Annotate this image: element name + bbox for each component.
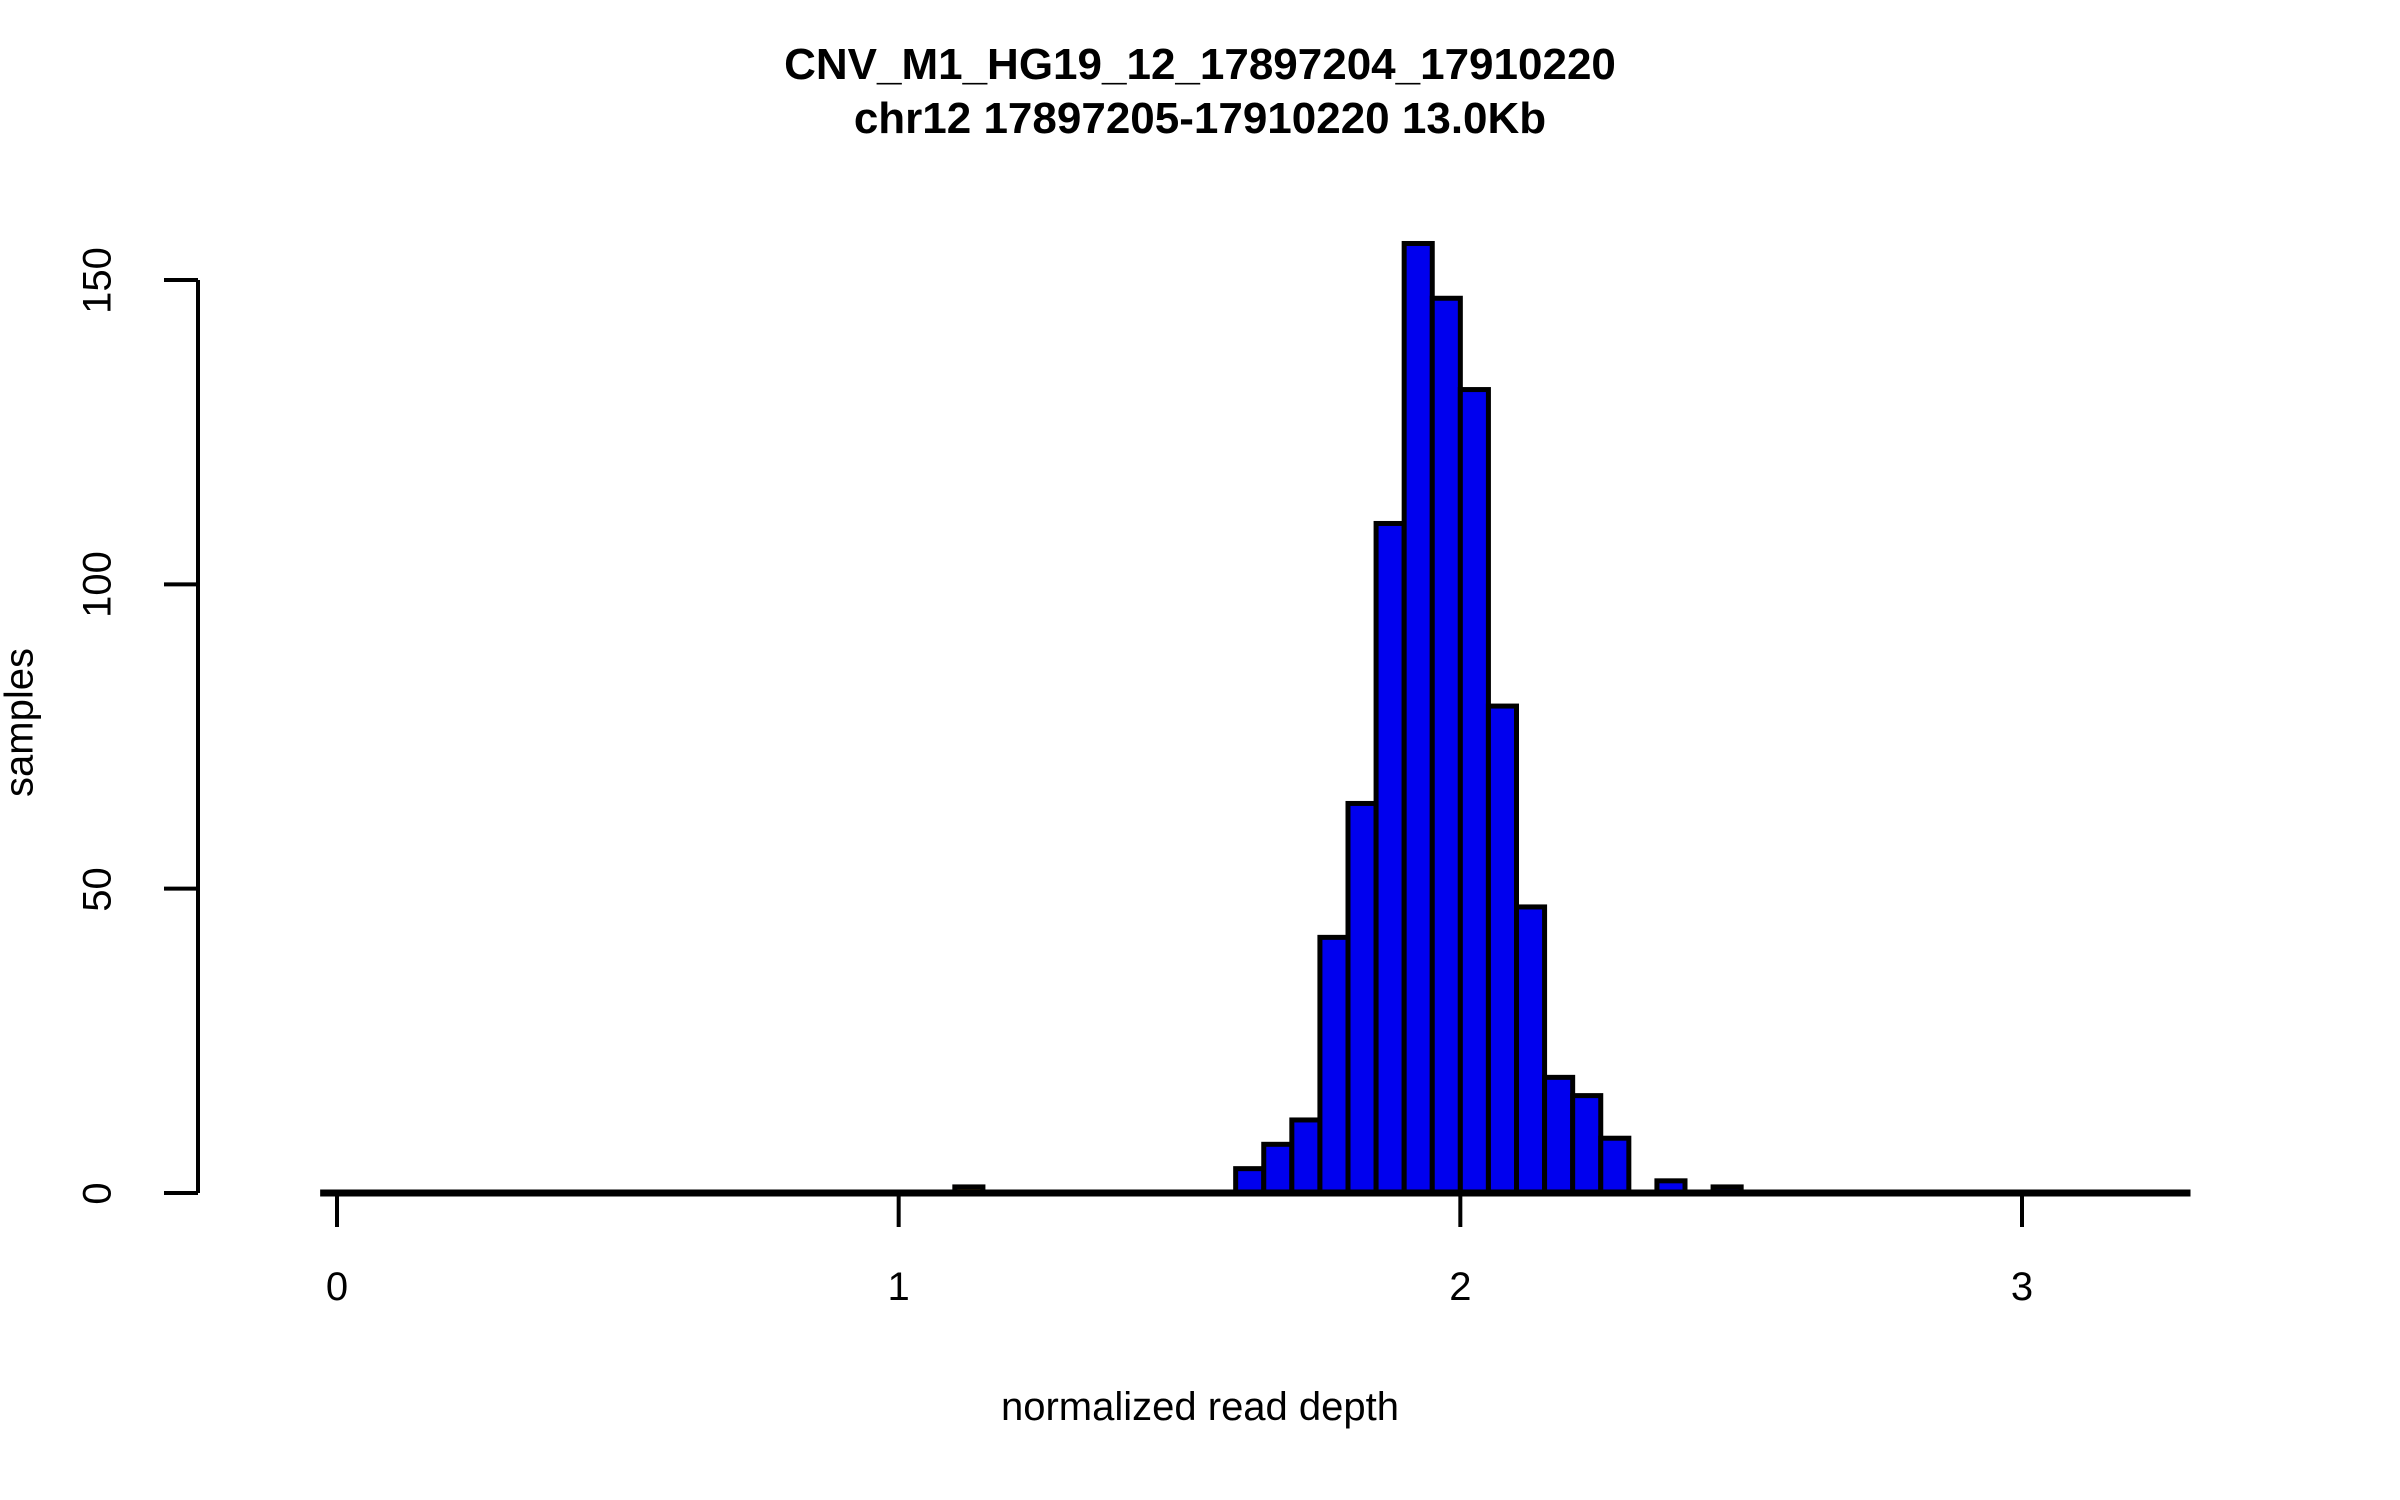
x-tick-label: 1 bbox=[887, 1265, 910, 1309]
histogram-bar bbox=[1401, 240, 1435, 1196]
histogram-bar bbox=[1429, 295, 1463, 1196]
y-tick-label: 50 bbox=[75, 866, 120, 912]
x-tick-label: 3 bbox=[2010, 1265, 2034, 1309]
plot-title-line-2: chr12 17897205-17910220 13.0Kb bbox=[853, 94, 1547, 143]
histogram-bar bbox=[1570, 1093, 1604, 1196]
histogram-bar bbox=[1345, 800, 1379, 1196]
histogram-bar bbox=[1317, 934, 1351, 1196]
x-axis-label: normalized read depth bbox=[1000, 1385, 1400, 1429]
histogram-bar bbox=[1261, 1141, 1295, 1196]
histogram-bar bbox=[1457, 387, 1491, 1196]
histogram-bar bbox=[1373, 520, 1407, 1196]
y-tick-label: 0 bbox=[75, 1182, 120, 1205]
histogram-bars bbox=[952, 240, 1744, 1196]
histogram-bar bbox=[1289, 1117, 1323, 1196]
plot-axes bbox=[164, 278, 2191, 1227]
y-tick-label: 100 bbox=[75, 551, 120, 619]
plot-title-line-1: CNV_M1_HG19_12_17897204_17910220 bbox=[784, 40, 1616, 89]
histogram-bar bbox=[1598, 1135, 1632, 1196]
y-tick-label: 150 bbox=[75, 247, 120, 314]
histogram-bar bbox=[1485, 703, 1519, 1196]
histogram-bar bbox=[1542, 1074, 1576, 1196]
histogram-bar bbox=[1233, 1166, 1267, 1196]
histogram-bar bbox=[1514, 904, 1548, 1196]
x-tick-label: 0 bbox=[325, 1265, 349, 1309]
x-tick-label: 2 bbox=[1449, 1265, 1472, 1309]
plot-title: CNV_M1_HG19_12_17897204_17910220 chr12 1… bbox=[0, 38, 2400, 146]
